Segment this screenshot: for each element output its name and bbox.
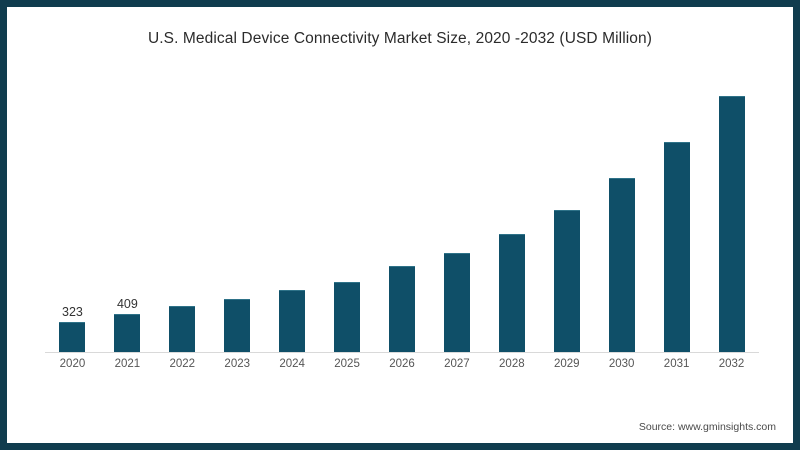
bar-series: 323 409 [45,80,759,352]
x-axis-tick-2032: 2032 [718,358,745,370]
bar-2025[interactable] [334,281,361,352]
bar-slot [704,80,759,352]
bar-2029[interactable] [553,209,580,352]
bar-2027[interactable] [443,253,470,352]
bar-2030[interactable] [608,178,635,352]
bar-slot [210,80,265,352]
x-axis-tick-2028: 2028 [499,358,525,370]
bar-2028[interactable] [498,233,525,352]
bar-slot [265,80,320,352]
bar-slot [155,80,210,352]
bar-2024[interactable] [279,290,306,352]
bar-slot [320,80,375,352]
x-axis-tick-2025: 2025 [334,358,360,370]
bar-2023[interactable] [224,298,251,352]
bar-2022[interactable] [169,305,196,352]
chart-title: U.S. Medical Device Connectivity Market … [147,30,653,47]
bar-slot [429,80,484,352]
x-axis-tick-2023: 2023 [224,358,251,370]
bar-2031[interactable] [663,142,690,352]
bar-value-label: 409 [116,296,138,311]
bar-slot [484,80,539,352]
x-axis-tick-2029: 2029 [553,358,580,370]
x-axis-tick-2031: 2031 [663,358,690,370]
bar-slot: 409 [100,80,155,352]
bar-slot: 323 [45,80,100,352]
x-axis-tick-2020: 2020 [59,358,86,370]
x-axis-line [45,352,759,353]
source-attribution: Source: www.gminsights.com [638,421,776,433]
x-axis-tick-2021: 2021 [114,358,141,370]
bar-slot [375,80,430,352]
bar-slot [539,80,594,352]
bar-2021[interactable] [114,313,141,352]
bar-2020[interactable] [59,321,86,352]
x-axis-tick-2026: 2026 [389,358,415,370]
bar-2032[interactable] [718,95,745,352]
x-axis-tick-2027: 2027 [444,358,470,370]
bar-value-label: 323 [62,304,83,319]
x-axis-tick-2022: 2022 [169,358,196,370]
bar-slot [649,80,704,352]
bar-slot [594,80,649,352]
x-axis-tick-2024: 2024 [279,358,305,370]
x-axis-labels: 2020 2021 2022 2023 2024 2025 2026 2027 2028 2029… [45,358,759,370]
x-axis-tick-2030: 2030 [608,358,635,370]
bar-2026[interactable] [388,266,415,352]
